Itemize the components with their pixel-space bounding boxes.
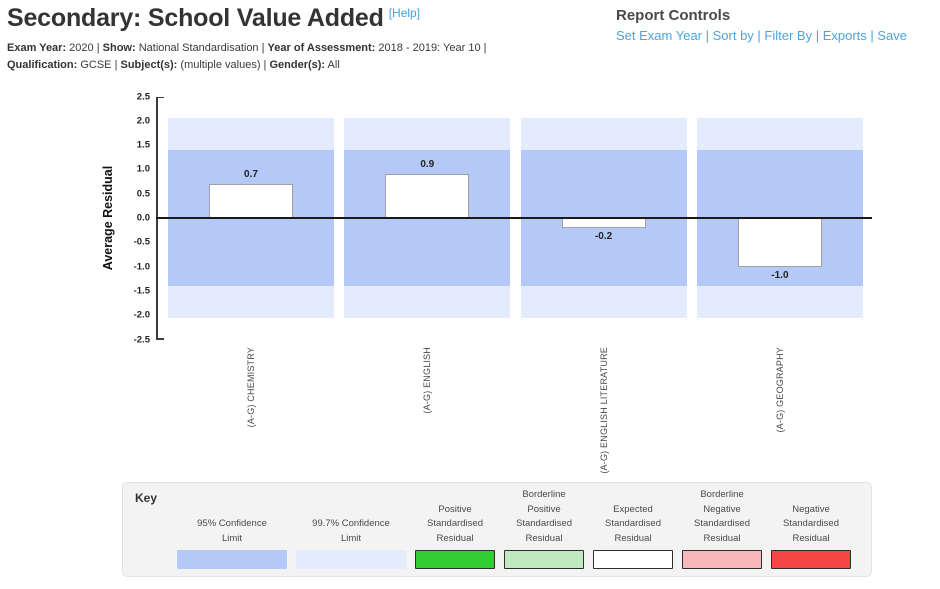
bar--a-g-english[interactable] (385, 174, 470, 218)
chart: Average Residual 2.5 2.0 1.5 1.0 0.5 0.0 -0.5 -… (101, 91, 872, 474)
y-tick-label: -0.5 (133, 236, 150, 248)
bar-value-label: 0.7 (244, 168, 258, 180)
title-row: Secondary: School Value Added [Help] (7, 4, 487, 33)
report-controls-title: Report Controls (616, 7, 731, 24)
meta-label: Exam Year: (7, 42, 67, 54)
control-link-sort-by[interactable]: Sort by (712, 28, 754, 43)
key-swatch (504, 550, 584, 569)
key-item-95-confidence-limit: 95% Confidence Limit (177, 517, 287, 569)
x-axis-label--a-g-geography: (A-G) GEOGRAPHY (774, 347, 785, 433)
key-item-negative-standardised-residual: Negative Standardised Residual (771, 503, 851, 569)
key-item-label: Negative Standardised Residual (783, 503, 839, 544)
bar--a-g-english-literature[interactable] (561, 218, 646, 228)
bar--a-g-chemistry[interactable] (209, 183, 293, 218)
key-swatch (415, 550, 495, 569)
meta-lines: Exam Year: 2020 | Show: National Standar… (7, 40, 487, 74)
page-title: Secondary: School Value Added (7, 4, 384, 32)
report-controls: Report Controls Set Exam Year | Sort by … (616, 7, 907, 43)
key-swatch (771, 550, 851, 569)
key-title: Key (135, 491, 158, 505)
meta-label: Year of Assessment: (267, 42, 376, 54)
key-item-expected-standardised-residual: Expected Standardised Residual (593, 503, 673, 569)
y-axis-title: Average Residual (101, 165, 115, 271)
y-tick-label: 1.5 (136, 139, 150, 151)
key-panel: Key 95% Confidence Limit 99.7% Confidence L… (122, 482, 872, 577)
control-link-filter-by[interactable]: Filter By (764, 28, 813, 43)
y-axis-cap-bottom (156, 338, 164, 340)
key-items: 95% Confidence Limit 99.7% Confidence Limit… (177, 488, 851, 569)
y-tick-label: -1.0 (133, 261, 150, 273)
link-separator: | (702, 28, 713, 43)
meta-label: Qualification: (7, 59, 78, 71)
bar--a-g-geography[interactable] (737, 218, 822, 267)
key-swatch (296, 550, 406, 569)
y-axis-cap-top (156, 96, 164, 98)
key-item-label: Expected Standardised Residual (605, 503, 661, 544)
control-link-exports[interactable]: Exports (822, 28, 867, 43)
key-item-label: 95% Confidence Limit (197, 518, 267, 544)
key-swatch (177, 550, 287, 569)
key-item-borderline-negative-standardised-residual: Borderline Negative Standardised Residual (682, 488, 762, 569)
header: Secondary: School Value Added [Help] Exa… (7, 4, 487, 74)
key-item-label: Borderline Positive Standardised Residual (516, 489, 572, 544)
key-item-positive-standardised-residual: Positive Standardised Residual (415, 503, 495, 569)
key-swatch (682, 550, 762, 569)
control-link-save[interactable]: Save (877, 28, 908, 43)
key-item-label: Borderline Negative Standardised Residual (694, 489, 750, 544)
help-link[interactable]: [Help] (388, 6, 421, 20)
link-separator: | (866, 28, 878, 43)
key-item-label: Positive Standardised Residual (427, 503, 483, 544)
y-tick-label: 0.5 (136, 188, 150, 200)
link-separator: | (812, 28, 823, 43)
y-tick-label: -2.0 (133, 309, 150, 321)
meta-label: Gender(s): (269, 59, 326, 71)
y-tick-label: 1.0 (136, 163, 150, 175)
y-tick-label: 2.0 (136, 115, 150, 127)
report-controls-links: Set Exam Year | Sort by | Filter By | Ex… (616, 28, 907, 43)
y-tick-label: 2.5 (136, 91, 150, 102)
bar-value-label: 0.9 (420, 159, 435, 171)
meta-line-1: Exam Year: 2020 | Show: National Standar… (7, 42, 487, 54)
x-axis-label--a-g-chemistry: (A-G) CHEMISTRY (246, 347, 256, 428)
key-item-label: 99.7% Confidence Limit (312, 518, 390, 544)
x-axis-label--a-g-english-literature: (A-G) ENGLISH LITERATURE (598, 347, 609, 474)
key-swatch (593, 550, 673, 569)
y-tick-label: -2.5 (133, 334, 150, 345)
meta-label: Subject(s): (120, 59, 178, 71)
control-link-set-exam-year[interactable]: Set Exam Year (616, 28, 702, 43)
link-separator: | (753, 28, 765, 43)
bar-value-label: -0.2 (594, 230, 613, 242)
meta-line-2: Qualification: GCSE | Subject(s): (multi… (7, 59, 340, 71)
y-tick-label: 0.0 (136, 212, 150, 224)
key-item-borderline-positive-standardised-residual: Borderline Positive Standardised Residual (504, 488, 584, 569)
bar-value-label: -1.0 (771, 269, 789, 281)
y-tick-label: -1.5 (133, 285, 150, 297)
zero-line (156, 217, 872, 219)
meta-label: Show: (102, 42, 136, 54)
x-axis-label--a-g-english: (A-G) ENGLISH (422, 347, 433, 414)
key-item-99-7-confidence-limit: 99.7% Confidence Limit (296, 517, 406, 569)
